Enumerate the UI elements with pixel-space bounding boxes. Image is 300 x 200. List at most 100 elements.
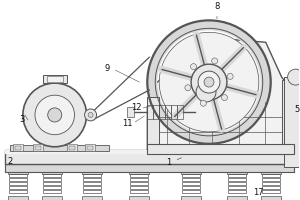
Circle shape [227,73,233,79]
Bar [182,174,200,177]
Bar [87,146,93,150]
Bar [82,190,100,193]
Text: 8: 8 [214,2,220,19]
Bar [171,105,177,119]
Bar [262,186,280,189]
Text: 9: 9 [105,64,110,73]
Bar [262,190,280,193]
Bar [147,105,153,119]
Bar [159,105,165,119]
Circle shape [23,83,87,147]
Bar [261,170,281,174]
Bar [43,182,61,185]
Bar [69,146,75,150]
Circle shape [190,64,196,70]
Circle shape [191,64,227,100]
Bar [9,178,27,181]
Circle shape [198,71,220,93]
Circle shape [212,58,218,64]
Bar [147,97,159,152]
Bar [82,186,100,189]
Bar [227,196,247,200]
Bar [130,174,148,177]
Polygon shape [147,37,294,152]
Bar [182,178,200,181]
Bar [177,105,183,119]
Bar [67,144,76,151]
Circle shape [200,100,206,106]
Bar [43,178,61,181]
Bar [228,182,246,185]
Bar [82,170,101,174]
Bar [227,170,247,174]
Bar [33,144,43,151]
Bar [47,76,63,82]
Bar [129,170,149,174]
Bar [9,190,27,193]
Bar [262,178,280,181]
Text: 2: 2 [7,157,13,166]
Text: 1: 1 [167,158,182,167]
Bar [181,196,201,200]
Bar [15,146,21,150]
Bar [130,186,148,189]
Circle shape [88,112,93,117]
Bar [10,145,110,151]
Bar [9,182,27,185]
Bar [147,144,294,154]
Circle shape [185,85,191,91]
Bar [8,196,28,200]
Bar [42,170,62,174]
Bar [9,174,27,177]
Bar [153,105,159,119]
Bar [228,174,246,177]
Circle shape [221,95,227,101]
Bar [43,190,61,193]
Bar [228,178,246,181]
Circle shape [196,82,216,102]
Bar [130,178,148,181]
Bar [130,182,148,185]
Text: 11: 11 [122,119,133,128]
Bar [165,105,171,119]
Bar [43,174,61,177]
Bar [262,174,280,177]
Bar [262,182,280,185]
Bar [9,186,27,189]
Bar [5,150,294,154]
Bar [5,150,294,164]
Bar [35,146,41,150]
Text: 3: 3 [19,115,25,124]
Bar [5,164,294,172]
Bar [8,170,28,174]
Text: 5: 5 [295,105,300,114]
Circle shape [288,69,300,85]
Circle shape [85,109,97,121]
Bar [130,190,148,193]
Bar [129,196,149,200]
Bar [42,196,62,200]
Circle shape [204,77,214,87]
Bar [85,144,94,151]
Bar [82,182,100,185]
Bar [181,170,201,174]
Bar [282,80,294,152]
Bar [43,186,61,189]
Bar [43,75,67,83]
Bar [128,107,134,117]
Bar [228,190,246,193]
Circle shape [35,95,74,135]
Bar [182,186,200,189]
Text: 17: 17 [254,188,264,197]
Text: 12: 12 [131,103,142,112]
Bar [284,77,300,167]
Circle shape [48,108,62,122]
Bar [182,190,200,193]
Circle shape [159,32,259,132]
Bar [261,196,281,200]
Bar [228,186,246,189]
Bar [182,182,200,185]
Bar [82,174,100,177]
Bar [13,144,23,151]
Bar [82,196,101,200]
